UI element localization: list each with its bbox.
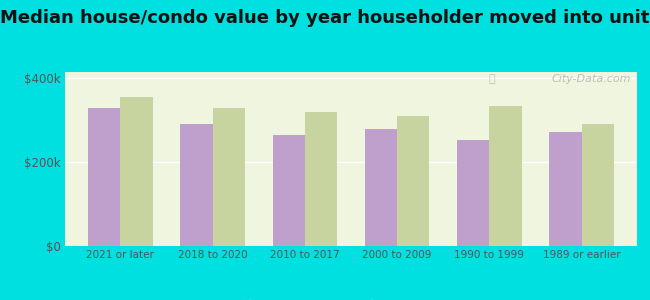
Bar (457, 140, 489, 246)
Bar (582, 124, 614, 246)
Text: ⓘ: ⓘ (488, 74, 495, 84)
Bar (489, 106, 522, 246)
Text: Median house/condo value by year householder moved into unit: Median house/condo value by year househo… (0, 9, 650, 27)
Bar (365, 129, 397, 246)
Bar (397, 116, 430, 246)
Bar (549, 132, 582, 246)
Bar (272, 135, 305, 246)
Bar (120, 97, 153, 246)
Text: City-Data.com: City-Data.com (552, 74, 631, 84)
Bar (305, 112, 337, 246)
Bar (180, 124, 213, 246)
Bar (213, 108, 245, 246)
Bar (88, 108, 120, 246)
